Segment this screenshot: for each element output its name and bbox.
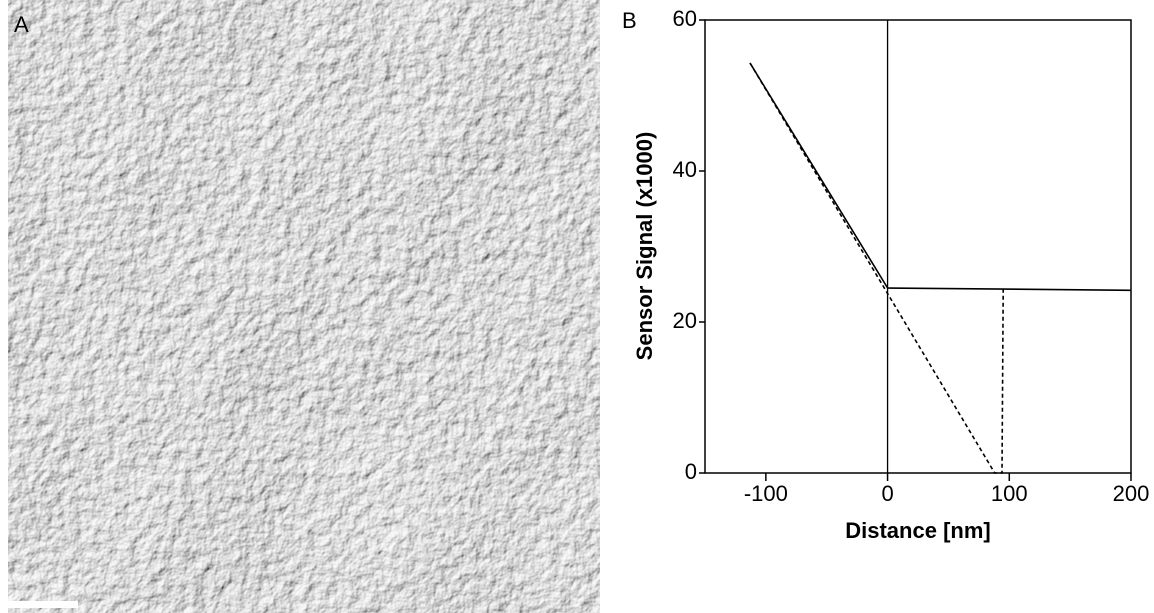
panel-label: B: [622, 8, 637, 33]
y-tick-label: 40: [673, 157, 697, 182]
plot-frame: [704, 19, 1132, 474]
x-tick-label: 100: [991, 481, 1028, 506]
panel-a: A: [6, 0, 600, 613]
scale-bar: [6, 601, 78, 608]
y-tick-label: 20: [673, 308, 697, 333]
y-tick-label: 60: [673, 6, 697, 31]
line-series: [749, 62, 1132, 292]
panel-label: A: [14, 12, 29, 37]
afm-texture: [8, 0, 600, 613]
x-axis-title: Distance [nm]: [845, 518, 990, 543]
y-axis-title: Sensor Signal (x1000): [632, 132, 657, 361]
line-series: [749, 62, 1004, 474]
x-tick-label: -100: [744, 481, 788, 506]
y-tick-label: 0: [685, 459, 697, 484]
x-tick-label: 0: [881, 481, 893, 506]
x-tick-label: 200: [1113, 481, 1150, 506]
